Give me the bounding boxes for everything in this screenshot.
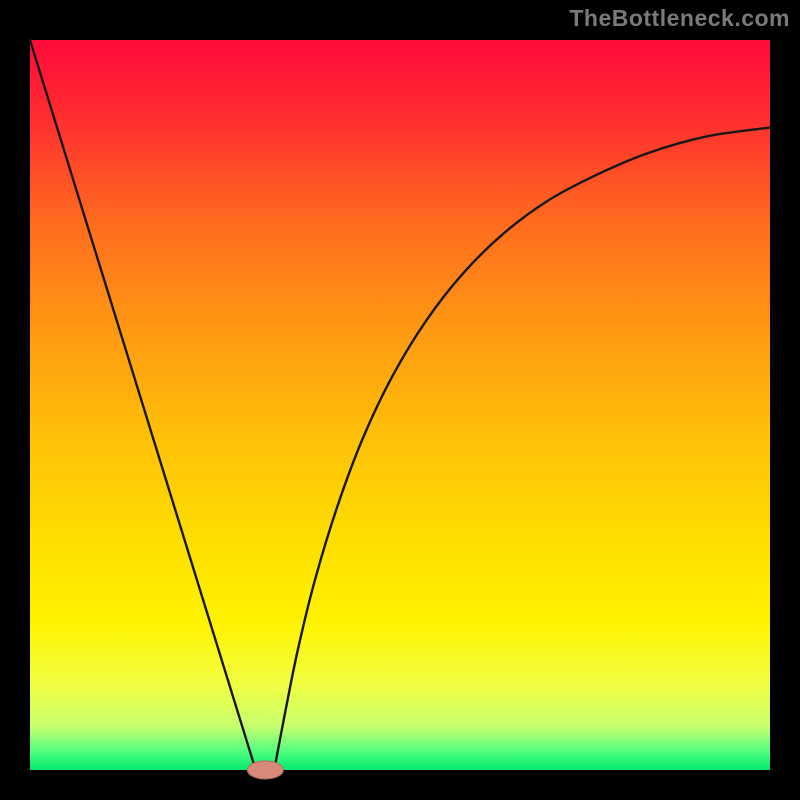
bottleneck-chart xyxy=(0,0,800,800)
valley-marker xyxy=(247,761,283,779)
watermark-text: TheBottleneck.com xyxy=(569,5,790,32)
chart-frame: TheBottleneck.com xyxy=(0,0,800,800)
